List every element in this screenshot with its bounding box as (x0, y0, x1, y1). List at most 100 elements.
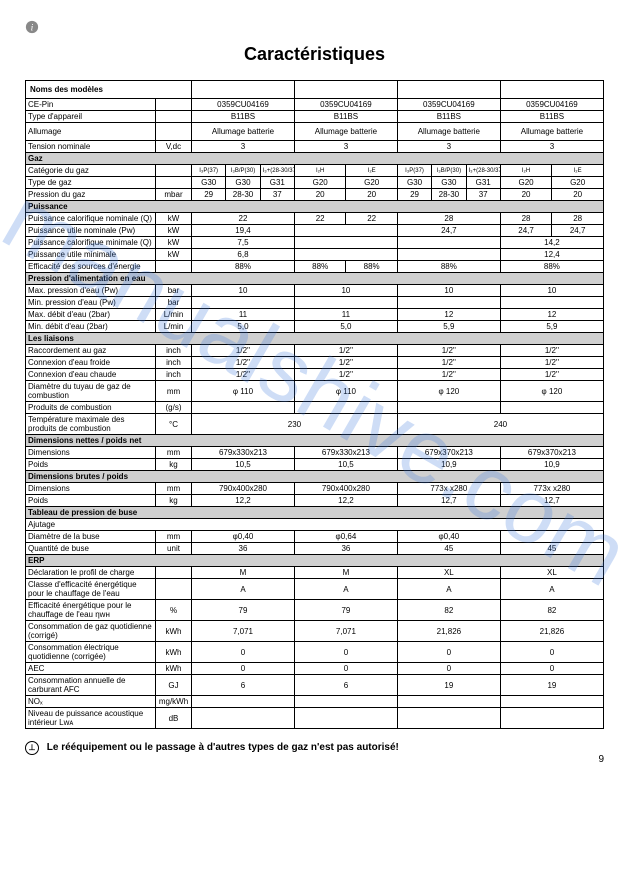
cell: 0 (397, 642, 500, 663)
row-label: Max. pression d'eau (Pw) (26, 285, 156, 297)
unit: mm (156, 447, 192, 459)
cell: 0359CU04169 (500, 99, 603, 111)
row-label: Puissance utile minimale (26, 249, 156, 261)
cell: I₃+(28-30/37) (466, 165, 500, 177)
cell: 28 (552, 213, 604, 225)
cell (397, 696, 500, 708)
cell: 5,0 (192, 321, 295, 333)
cell: 36 (294, 543, 397, 555)
cell: 679x370x213 (397, 447, 500, 459)
cell: 12 (500, 309, 603, 321)
row-label: Diamètre de la buse (26, 531, 156, 543)
cell: 3 (397, 141, 500, 153)
cell: 14,2 (500, 237, 603, 249)
section-header: ERP (26, 555, 604, 567)
unit: inch (156, 357, 192, 369)
unit: kWh (156, 663, 192, 675)
row-label: Poids (26, 459, 156, 471)
cell: 28 (500, 213, 551, 225)
cell: 3 (294, 141, 397, 153)
unit: mbar (156, 189, 192, 201)
cell: 3 (192, 141, 295, 153)
page-title: Caractéristiques (25, 44, 604, 65)
cell: G20 (500, 177, 551, 189)
cell: 12 (397, 309, 500, 321)
cell: 1/2'' (397, 369, 500, 381)
cell: 10,9 (500, 459, 603, 471)
row-label: Déclaration le profil de charge (26, 567, 156, 579)
row-label: Diamètre du tuyau de gaz de combustion (26, 381, 156, 402)
row-label: Efficacité énergétique pour le chauffage… (26, 600, 156, 621)
cell: φ 120 (397, 381, 500, 402)
unit: kWh (156, 621, 192, 642)
cell (500, 297, 603, 309)
cell (192, 696, 295, 708)
cell: I₃P(37) (192, 165, 226, 177)
cell: 29 (397, 189, 431, 201)
row-label: Min. débit d'eau (2bar) (26, 321, 156, 333)
cell: 773x x280 (397, 483, 500, 495)
spec-table: Noms des modèles CE-Pin 0359CU04169 0359… (25, 80, 604, 729)
cell (294, 402, 397, 414)
cell: 1/2'' (500, 369, 603, 381)
cell: B11BS (500, 111, 603, 123)
cell (500, 402, 603, 414)
cell: φ0,40 (397, 531, 500, 543)
section-header: Tableau de pression de buse (26, 507, 604, 519)
cell: XL (500, 567, 603, 579)
cell: 0 (500, 642, 603, 663)
cell: 6,8 (192, 249, 295, 261)
cell: 0359CU04169 (192, 99, 295, 111)
row-label: Quantité de buse (26, 543, 156, 555)
unit: kW (156, 213, 192, 225)
cell (294, 225, 397, 237)
unit: L/min (156, 321, 192, 333)
cell: 0 (192, 663, 295, 675)
row-label: Type d'appareil (26, 111, 156, 123)
row-label: Allumage (26, 123, 156, 141)
unit: bar (156, 297, 192, 309)
cell: 1/2'' (294, 369, 397, 381)
cell: 1/2'' (294, 345, 397, 357)
cell: 0 (500, 663, 603, 675)
row-label: AEC (26, 663, 156, 675)
cell: 37 (466, 189, 500, 201)
cell: G31 (260, 177, 294, 189)
cell: 5,9 (500, 321, 603, 333)
cell: 82 (500, 600, 603, 621)
cell: G30 (226, 177, 260, 189)
cell (397, 297, 500, 309)
unit: bar (156, 285, 192, 297)
unit: unit (156, 543, 192, 555)
cell: 1/2'' (192, 357, 295, 369)
cell: 12,7 (397, 495, 500, 507)
row-label: Puissance utile nominale (Pw) (26, 225, 156, 237)
cell: G30 (397, 177, 431, 189)
cell: 11 (192, 309, 295, 321)
unit: inch (156, 369, 192, 381)
cell: I₂E (552, 165, 604, 177)
row-label: Catégorie du gaz (26, 165, 156, 177)
cell: 773x x280 (500, 483, 603, 495)
row-label: Connexion d'eau chaude (26, 369, 156, 381)
section-header: Dimensions brutes / poids (26, 471, 604, 483)
cell: 10 (294, 285, 397, 297)
row-label: Produits de combustion (26, 402, 156, 414)
cell: 45 (500, 543, 603, 555)
cell (294, 237, 397, 249)
cell: 79 (192, 600, 295, 621)
cell: B11BS (192, 111, 295, 123)
cell: 0 (294, 663, 397, 675)
cell: 22 (192, 213, 295, 225)
unit: V,dc (156, 141, 192, 153)
row-label: Poids (26, 495, 156, 507)
row-label: Min. pression d'eau (Pw) (26, 297, 156, 309)
row-label: Raccordement au gaz (26, 345, 156, 357)
cell: G20 (346, 177, 397, 189)
cell: G20 (552, 177, 604, 189)
cell: 0 (294, 642, 397, 663)
cell: 28 (397, 213, 500, 225)
cell: 0 (397, 663, 500, 675)
section-header: Dimensions nettes / poids net (26, 435, 604, 447)
cell: 36 (192, 543, 295, 555)
